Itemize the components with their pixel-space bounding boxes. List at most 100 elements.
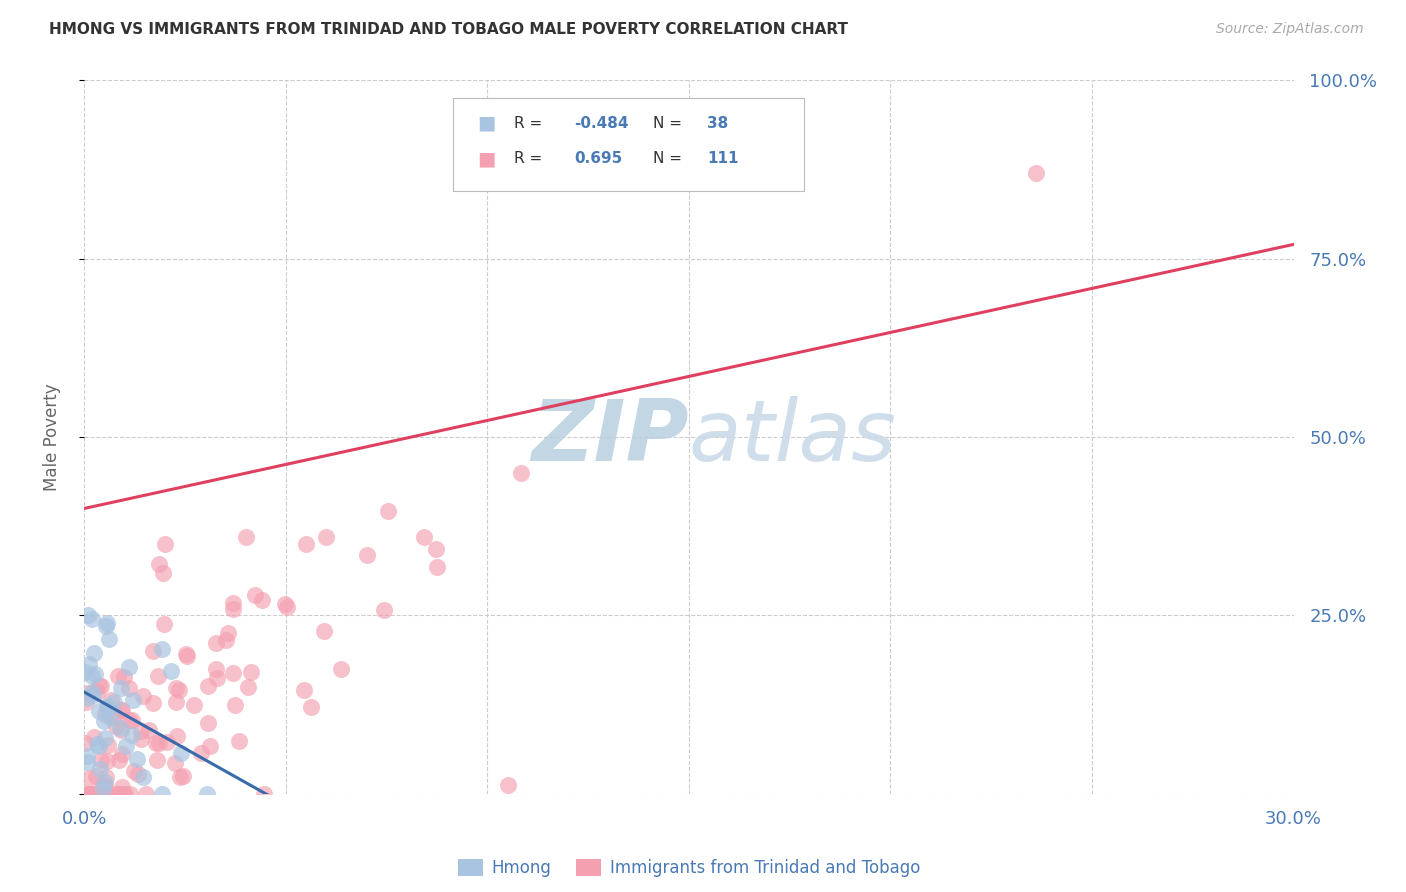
- Point: [91, 778, 114, 792]
- Text: R =: R =: [513, 152, 547, 166]
- Point: [111, 747, 134, 761]
- Point: [218, 625, 240, 640]
- Legend: Hmong, Immigrants from Trinidad and Tobago: Hmong, Immigrants from Trinidad and Toba…: [451, 852, 927, 884]
- Point: [73, 736, 96, 750]
- Point: [93, 775, 115, 789]
- Point: [77, 771, 100, 785]
- Point: [83, 647, 105, 661]
- Text: N =: N =: [652, 152, 686, 166]
- Point: [108, 721, 131, 735]
- FancyBboxPatch shape: [453, 98, 804, 191]
- Point: [108, 787, 131, 801]
- Point: [86, 787, 108, 801]
- Point: [94, 619, 117, 633]
- Point: [76, 756, 98, 770]
- Point: [76, 787, 98, 801]
- Point: [77, 657, 100, 671]
- Point: [183, 698, 205, 712]
- Point: [82, 787, 104, 801]
- Point: [90, 679, 112, 693]
- Point: [94, 731, 117, 746]
- Point: [150, 642, 173, 657]
- Point: [118, 681, 141, 695]
- Point: [146, 753, 169, 767]
- Point: [222, 665, 245, 680]
- Text: ZIP: ZIP: [531, 395, 689, 479]
- Point: [169, 770, 191, 784]
- Point: [110, 681, 132, 695]
- Point: [426, 560, 449, 574]
- Point: [132, 689, 155, 703]
- Point: [110, 723, 132, 737]
- Point: [131, 723, 153, 738]
- Point: [93, 786, 115, 800]
- Point: [75, 665, 97, 679]
- Point: [82, 787, 104, 801]
- Text: atlas: atlas: [689, 395, 897, 479]
- Point: [228, 733, 250, 747]
- Point: [243, 588, 266, 602]
- Point: [84, 667, 107, 681]
- Point: [235, 530, 257, 544]
- Point: [89, 678, 111, 692]
- Point: [145, 736, 167, 750]
- Point: [127, 767, 149, 781]
- Point: [87, 739, 110, 754]
- Point: [236, 680, 259, 694]
- Point: [377, 503, 399, 517]
- Point: [129, 731, 152, 746]
- Point: [197, 787, 219, 801]
- Point: [315, 530, 337, 544]
- Text: 38: 38: [707, 116, 728, 130]
- Point: [159, 665, 181, 679]
- Point: [165, 681, 187, 695]
- Point: [97, 699, 120, 714]
- Point: [105, 719, 128, 733]
- Point: [108, 787, 131, 801]
- Point: [91, 780, 114, 795]
- Point: [80, 787, 103, 801]
- Point: [373, 603, 395, 617]
- Point: [96, 616, 118, 631]
- Point: [165, 695, 187, 709]
- Point: [89, 704, 111, 718]
- Point: [82, 669, 104, 683]
- Point: [98, 632, 121, 646]
- Point: [100, 693, 122, 707]
- Point: [83, 731, 105, 745]
- Point: [314, 624, 336, 639]
- Point: [356, 549, 378, 563]
- Point: [224, 698, 246, 712]
- Point: [250, 593, 273, 607]
- Point: [299, 700, 322, 714]
- Point: [142, 644, 165, 658]
- Text: N =: N =: [652, 116, 686, 130]
- Point: [176, 648, 198, 662]
- Point: [111, 702, 134, 716]
- Point: [205, 662, 228, 676]
- Point: [156, 735, 179, 749]
- Point: [292, 683, 315, 698]
- Point: [89, 763, 111, 777]
- Point: [108, 753, 131, 767]
- Point: [76, 749, 98, 764]
- Text: ■: ■: [478, 113, 496, 133]
- Point: [86, 685, 108, 699]
- Point: [200, 739, 222, 754]
- Point: [83, 787, 105, 801]
- Point: [1025, 166, 1047, 180]
- Point: [166, 730, 188, 744]
- Text: R =: R =: [513, 116, 547, 130]
- Point: [80, 787, 103, 801]
- Point: [425, 542, 447, 557]
- Point: [205, 672, 228, 686]
- Point: [330, 662, 353, 676]
- Point: [98, 710, 121, 724]
- Point: [96, 754, 118, 768]
- Text: Source: ZipAtlas.com: Source: ZipAtlas.com: [1216, 22, 1364, 37]
- Point: [176, 649, 198, 664]
- Point: [170, 746, 193, 760]
- Text: 111: 111: [707, 152, 738, 166]
- Point: [121, 713, 143, 727]
- Point: [86, 787, 108, 801]
